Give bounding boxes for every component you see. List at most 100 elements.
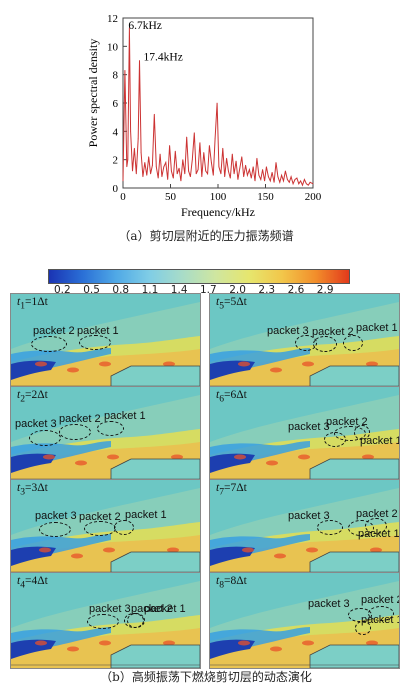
packet-label: packet 2 xyxy=(33,325,75,337)
x-tick-label: 50 xyxy=(165,191,177,203)
psd-point xyxy=(256,157,258,159)
psd-point xyxy=(124,70,126,71)
psd-point xyxy=(197,169,199,170)
psd-point xyxy=(153,113,155,115)
psd-point xyxy=(267,176,269,178)
time-label: t2=2Δt xyxy=(17,389,48,404)
cavity-step xyxy=(309,458,399,482)
psd-point xyxy=(163,166,165,168)
psd-point xyxy=(279,181,281,183)
packet-outline xyxy=(355,621,371,635)
psd-point xyxy=(199,142,201,144)
x-tick-label: 0 xyxy=(120,191,126,203)
time-value: =8Δt xyxy=(224,575,247,587)
psd-point xyxy=(212,174,214,176)
time-symbol: t xyxy=(17,482,21,494)
time-value: =2Δt xyxy=(25,389,48,401)
psd-point xyxy=(132,170,133,172)
hot-spot xyxy=(107,454,119,460)
time-label: t3=3Δt xyxy=(17,482,48,497)
psd-point xyxy=(294,179,296,180)
psd-point xyxy=(174,150,176,152)
colorbar xyxy=(48,269,350,284)
packet-outline xyxy=(79,335,111,350)
time-symbol: t xyxy=(216,389,220,401)
y-tick-label: 8 xyxy=(113,70,119,82)
time-value: =1Δt xyxy=(25,296,48,308)
psd-point xyxy=(193,132,195,134)
psd-point xyxy=(165,162,167,163)
psd-point xyxy=(302,184,303,186)
psd-point xyxy=(182,159,184,161)
packet-outline xyxy=(313,336,337,352)
psd-point xyxy=(172,177,174,179)
x-tick-label: 200 xyxy=(305,191,322,203)
psd-point xyxy=(245,164,246,166)
hot-spot xyxy=(43,454,55,460)
hot-spot xyxy=(238,640,250,646)
psd-point xyxy=(309,181,311,183)
packet-label: packet 2 xyxy=(312,326,354,338)
psd-point xyxy=(260,179,262,180)
packet-label: packet 3 xyxy=(89,603,131,615)
time-subscript: 7 xyxy=(219,486,224,498)
psd-point xyxy=(161,176,163,178)
hot-spot xyxy=(302,361,314,367)
time-value: =6Δt xyxy=(224,389,247,401)
packet-outline xyxy=(317,520,343,535)
temperature-field xyxy=(11,294,200,389)
packet-outline xyxy=(29,430,61,446)
packet-outline xyxy=(31,336,67,352)
hot-spot xyxy=(242,547,254,553)
cavity-step xyxy=(110,644,200,668)
y-tick-label: 4 xyxy=(113,126,119,138)
time-value: =5Δt xyxy=(224,296,247,308)
packet-label: packet 1 xyxy=(144,603,186,615)
psd-point xyxy=(312,183,314,185)
hot-spot xyxy=(163,361,175,367)
time-label: t8=8Δt xyxy=(216,575,247,590)
psd-point xyxy=(250,177,252,179)
psd-point xyxy=(137,138,139,139)
psd-point xyxy=(216,102,218,104)
time-label: t7=7Δt xyxy=(216,482,247,497)
hot-spot xyxy=(71,553,83,559)
hot-spot xyxy=(67,367,79,373)
psd-point xyxy=(229,177,231,179)
contour-panel: t8=8Δt packet 3 packet 2 packet 1 xyxy=(209,572,400,669)
psd-point xyxy=(122,180,124,182)
caption-a: （a）剪切层附近的压力振荡频谱 xyxy=(118,229,294,243)
hot-spot xyxy=(99,361,111,367)
psd-point xyxy=(155,166,157,168)
time-subscript: 6 xyxy=(219,393,224,405)
packet-outline xyxy=(59,424,91,440)
packet-outline xyxy=(87,614,119,629)
y-tick-label: 10 xyxy=(107,41,119,53)
time-symbol: t xyxy=(216,296,220,308)
time-symbol: t xyxy=(17,575,21,587)
time-symbol: t xyxy=(17,296,21,308)
time-subscript: 8 xyxy=(219,579,224,591)
contour-panel: t4=4Δt packet 3 packet 2 packet 1 xyxy=(10,572,201,669)
psd-point xyxy=(157,177,159,179)
packet-outline xyxy=(365,518,387,534)
time-label: t1=1Δt xyxy=(17,296,48,311)
psd-point xyxy=(281,174,283,176)
hot-spot xyxy=(99,640,111,646)
packet-label: packet 1 xyxy=(104,410,146,422)
time-label: t4=4Δt xyxy=(17,575,48,590)
psd-point xyxy=(146,174,148,176)
psd-point xyxy=(266,166,267,168)
psd-point xyxy=(159,153,161,155)
hot-spot xyxy=(234,454,246,460)
psd-point xyxy=(235,160,237,162)
psd-point xyxy=(241,156,243,158)
psd-point xyxy=(307,184,309,186)
psd-point xyxy=(290,176,292,178)
psd-point xyxy=(271,172,273,173)
psd-point xyxy=(269,180,271,182)
psd-point xyxy=(277,176,279,178)
psd-point xyxy=(171,170,172,172)
hot-spot xyxy=(270,646,282,652)
psd-point xyxy=(288,181,290,183)
